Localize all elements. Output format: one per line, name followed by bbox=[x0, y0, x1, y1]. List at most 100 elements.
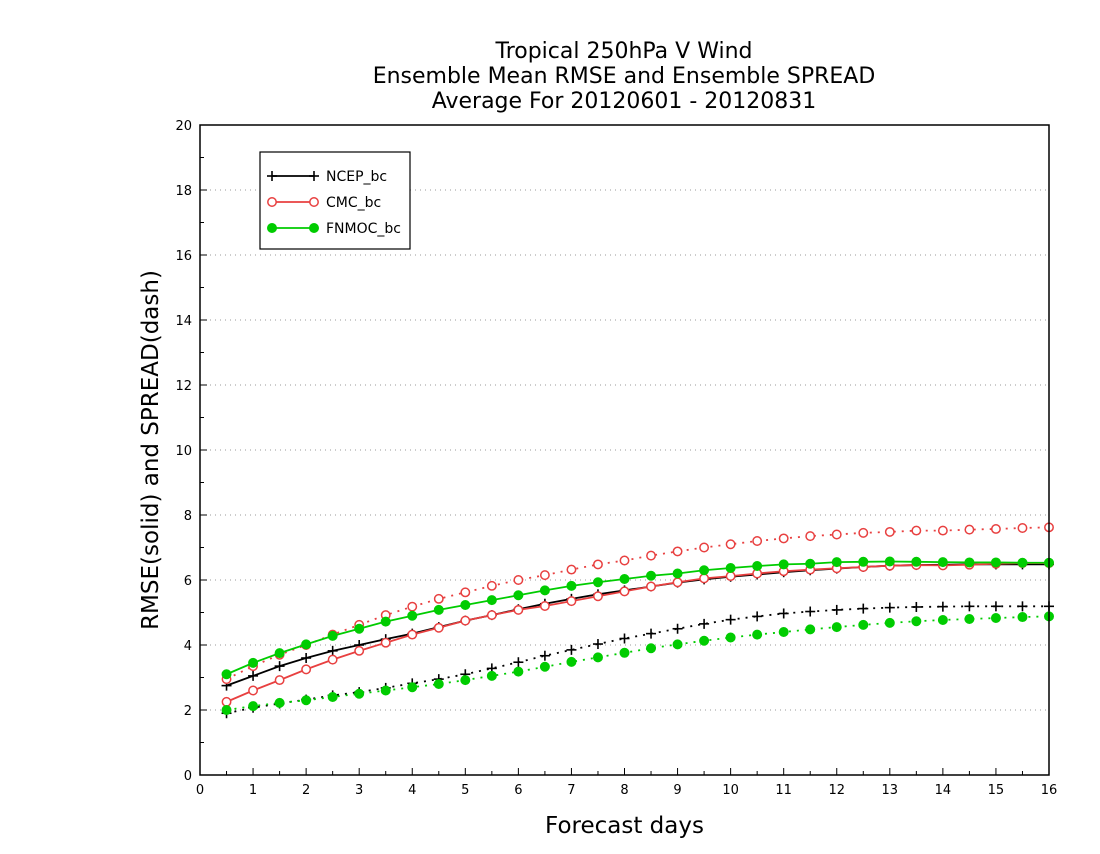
data-point-fnmoc-bc-rmse bbox=[805, 558, 816, 569]
data-point-ncep-bc-spread bbox=[699, 618, 710, 629]
data-point-ncep-bc-spread bbox=[831, 604, 842, 615]
data-point-cmc-bc-rmse bbox=[433, 622, 444, 633]
data-point-fnmoc-bc-spread bbox=[1017, 612, 1028, 623]
y-tick-label: 18 bbox=[175, 184, 192, 199]
x-axis-label: Forecast days bbox=[545, 813, 704, 839]
data-point-cmc-bc-spread bbox=[990, 524, 1001, 534]
data-point-cmc-bc-rmse bbox=[354, 645, 365, 656]
data-point-fnmoc-bc-spread bbox=[327, 692, 338, 702]
data-point-cmc-bc-rmse bbox=[672, 577, 683, 588]
y-tick-label: 20 bbox=[175, 119, 192, 134]
data-point-fnmoc-bc-rmse bbox=[937, 557, 948, 568]
x-tick-label: 5 bbox=[461, 783, 469, 798]
data-point-fnmoc-bc-rmse bbox=[831, 557, 842, 568]
data-point-fnmoc-bc-rmse bbox=[858, 556, 869, 567]
data-point-cmc-bc-spread bbox=[858, 527, 869, 538]
data-point-fnmoc-bc-rmse bbox=[990, 557, 1001, 568]
legend-marker bbox=[309, 223, 319, 233]
data-point-cmc-bc-spread bbox=[646, 550, 656, 561]
data-point-fnmoc-bc-spread bbox=[407, 682, 418, 693]
y-tick-label: 12 bbox=[175, 379, 192, 394]
data-point-ncep-bc-spread bbox=[778, 608, 789, 619]
legend: NCEP_bc CMC_bc FNMOC_bc bbox=[259, 151, 411, 250]
data-point-ncep-bc-spread bbox=[539, 650, 550, 661]
data-point-cmc-bc-rmse bbox=[301, 664, 312, 675]
x-tick-label: 4 bbox=[408, 783, 416, 798]
y-tick-label: 10 bbox=[175, 444, 192, 459]
data-point-fnmoc-bc-spread bbox=[911, 616, 922, 627]
data-point-ncep-bc-spread bbox=[990, 601, 1001, 612]
series-line-ncep-bc-spread bbox=[226, 605, 1049, 715]
data-point-fnmoc-bc-rmse bbox=[752, 561, 763, 572]
data-point-ncep-bc-spread bbox=[619, 633, 630, 644]
x-tick-label: 10 bbox=[722, 783, 739, 798]
x-tick-label: 14 bbox=[935, 783, 952, 798]
data-point-cmc-bc-rmse bbox=[593, 591, 603, 602]
data-point-ncep-bc-spread bbox=[937, 601, 948, 612]
x-tick-label: 8 bbox=[620, 783, 628, 798]
data-point-fnmoc-bc-spread bbox=[539, 661, 550, 672]
data-point-cmc-bc-rmse bbox=[407, 629, 418, 640]
data-point-ncep-bc-spread bbox=[646, 628, 657, 639]
data-point-cmc-bc-spread bbox=[778, 533, 789, 544]
data-point-cmc-bc-rmse bbox=[274, 675, 285, 686]
legend-box bbox=[259, 151, 411, 250]
x-axis: 0 1 2 3 4 5 6 7 8 9 10 11 12 13 14 15 16 bbox=[196, 768, 1057, 798]
x-tick-label: 15 bbox=[988, 783, 1005, 798]
data-point-cmc-bc-rmse bbox=[619, 586, 630, 597]
data-point-ncep-bc-spread bbox=[884, 602, 895, 613]
x-tick-label: 16 bbox=[1041, 783, 1058, 798]
legend-item-ncep-bc: NCEP_bc bbox=[267, 169, 387, 185]
series-line-fnmoc-bc-rmse bbox=[226, 560, 1049, 676]
data-point-cmc-bc-rmse bbox=[566, 596, 577, 607]
data-point-ncep-bc-spread bbox=[725, 614, 736, 625]
data-point-fnmoc-bc-spread bbox=[248, 701, 259, 712]
data-point-cmc-bc-spread bbox=[513, 575, 524, 585]
data-point-cmc-bc-rmse bbox=[539, 601, 550, 611]
data-point-ncep-bc-spread bbox=[566, 644, 577, 655]
data-point-cmc-bc-rmse bbox=[248, 685, 259, 696]
data-point-cmc-bc-spread bbox=[486, 580, 497, 591]
data-point-fnmoc-bc-spread bbox=[964, 614, 975, 624]
data-point-ncep-bc-spread bbox=[672, 623, 683, 634]
data-point-ncep-bc-spread bbox=[513, 657, 524, 668]
chart-title-line: Average For 20120601 - 20120831 bbox=[432, 89, 817, 114]
data-point-ncep-bc-spread bbox=[858, 603, 869, 614]
data-point-fnmoc-bc-rmse bbox=[672, 568, 683, 579]
series-markers-ncep-bc-rmse bbox=[221, 559, 1054, 691]
data-point-cmc-bc-spread bbox=[752, 536, 763, 546]
data-point-cmc-bc-spread bbox=[407, 601, 418, 612]
x-tick-label: 13 bbox=[882, 783, 899, 798]
data-point-cmc-bc-spread bbox=[593, 559, 603, 570]
data-point-fnmoc-bc-rmse bbox=[725, 562, 736, 573]
x-tick-label: 1 bbox=[249, 783, 257, 798]
data-point-fnmoc-bc-rmse bbox=[619, 574, 630, 585]
data-point-ncep-bc-rmse bbox=[274, 661, 285, 672]
data-point-cmc-bc-spread bbox=[699, 542, 710, 553]
y-tick-label: 14 bbox=[175, 314, 192, 329]
data-point-fnmoc-bc-spread bbox=[301, 695, 312, 706]
data-point-ncep-bc-spread bbox=[964, 601, 975, 612]
x-tick-label: 6 bbox=[514, 783, 522, 798]
data-point-ncep-bc-rmse bbox=[327, 645, 338, 656]
data-point-fnmoc-bc-spread bbox=[937, 614, 948, 625]
data-point-cmc-bc-spread bbox=[964, 524, 975, 535]
data-point-fnmoc-bc-rmse bbox=[460, 600, 471, 611]
data-point-cmc-bc-spread bbox=[672, 546, 683, 557]
data-point-fnmoc-bc-spread bbox=[513, 666, 524, 677]
data-point-cmc-bc-rmse bbox=[646, 581, 656, 592]
data-point-cmc-bc-rmse bbox=[486, 610, 497, 621]
chart-title-line: Ensemble Mean RMSE and Ensemble SPREAD bbox=[373, 64, 876, 89]
data-point-fnmoc-bc-rmse bbox=[778, 559, 789, 570]
series-line-cmc-bc-rmse bbox=[226, 562, 1049, 703]
x-tick-label: 2 bbox=[302, 783, 310, 798]
data-point-cmc-bc-spread bbox=[460, 587, 471, 598]
data-point-fnmoc-bc-spread bbox=[831, 622, 842, 633]
x-tick-label: 0 bbox=[196, 783, 204, 798]
data-point-fnmoc-bc-rmse bbox=[248, 657, 259, 668]
data-point-fnmoc-bc-rmse bbox=[301, 639, 312, 650]
data-point-cmc-bc-spread bbox=[1017, 523, 1028, 533]
